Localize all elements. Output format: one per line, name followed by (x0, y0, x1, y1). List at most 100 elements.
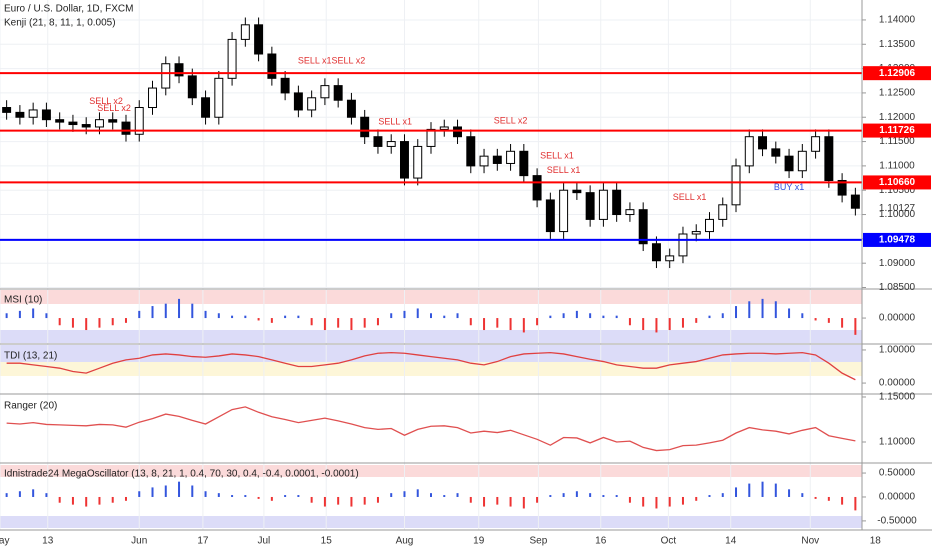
y-tick-label: 1.11000 (879, 161, 915, 172)
histogram-bar (655, 318, 658, 333)
histogram-bar (111, 496, 114, 503)
candle-body (161, 63, 171, 89)
candle-body (612, 189, 622, 216)
histogram-bar (827, 496, 830, 501)
histogram-bar (337, 318, 340, 328)
x-tick-label: 17 (197, 536, 209, 547)
msi-upper-band (0, 290, 862, 304)
histogram-bar (310, 496, 313, 503)
chart-title: Euro / U.S. Dollar, 1D, FXCM (4, 4, 133, 15)
level-tag (863, 175, 931, 190)
candle-body (28, 109, 38, 118)
histogram-bar (71, 318, 74, 328)
signal-label: SELL x2 (97, 103, 131, 113)
indicator-title: Kenji (21, 8, 11, 1, 0.005) (4, 18, 116, 29)
histogram-bar (151, 306, 154, 319)
histogram-bar (562, 313, 565, 319)
histogram-bar (774, 301, 777, 319)
candle-body (148, 87, 157, 109)
histogram-bar (801, 313, 804, 319)
candle-body (201, 97, 211, 118)
osc-upper-band (0, 465, 862, 477)
histogram-bar (628, 318, 631, 326)
candle-body (293, 92, 303, 111)
y-tick-label: 1.10000 (879, 437, 916, 448)
signal-label: SELL x1 (547, 165, 581, 175)
candle-body (784, 155, 794, 172)
histogram-bar (350, 318, 353, 331)
histogram-bar (456, 313, 459, 319)
candle-body (585, 192, 595, 220)
candle-body (758, 136, 768, 150)
candle-body (187, 75, 197, 99)
y-tick-label: 0.50000 (879, 468, 916, 479)
histogram-bar (735, 306, 738, 319)
histogram-bar (695, 496, 698, 501)
level-tag (863, 232, 931, 247)
histogram-bar (85, 318, 88, 331)
histogram-bar (562, 493, 565, 497)
histogram-bar (721, 313, 724, 319)
histogram-bar (814, 496, 817, 499)
candle-body (466, 136, 476, 167)
candle-body (214, 77, 224, 118)
histogram-bar (483, 496, 486, 507)
candle-body (837, 179, 847, 196)
histogram-bar (297, 495, 300, 497)
candle-body (506, 150, 516, 164)
candle-body (267, 53, 277, 79)
x-tick-label: 14 (725, 536, 737, 547)
histogram-bar (443, 315, 446, 319)
candle-body (559, 189, 569, 233)
level-tag (863, 66, 931, 81)
histogram-bar (575, 491, 578, 497)
histogram-bar (231, 495, 234, 497)
last-price-label: 1.10127 (879, 203, 916, 214)
histogram-bar (761, 481, 764, 497)
candle-body (731, 165, 741, 206)
histogram-bar (217, 313, 220, 319)
msi-lower-band (0, 330, 862, 343)
candle-body (426, 128, 436, 147)
candle-body (691, 231, 701, 235)
y-tick-label: 1.11500 (879, 136, 915, 147)
histogram-bar (854, 318, 857, 335)
histogram-bar (695, 318, 698, 323)
histogram-bar (244, 495, 247, 497)
candle-body (346, 99, 356, 118)
histogram-bar (85, 496, 88, 507)
y-tick-label: 1.12000 (879, 112, 916, 123)
histogram-bar (376, 318, 379, 326)
histogram-bar (801, 493, 804, 497)
level-label: 1.11726 (879, 125, 915, 136)
histogram-bar (575, 310, 578, 319)
signal-label: SELL x2 (89, 96, 123, 106)
histogram-bar (284, 315, 287, 319)
histogram-bar (138, 491, 141, 497)
candle-body (625, 209, 635, 216)
x-tick-label: Jul (258, 536, 271, 547)
histogram-bar (854, 496, 857, 511)
histogram-bar (509, 496, 512, 507)
histogram-bar (390, 313, 393, 319)
histogram-bar (337, 496, 340, 505)
pane-title: TDI (13, 21) (4, 351, 57, 362)
x-tick-label: 13 (42, 536, 54, 547)
histogram-bar (58, 318, 61, 326)
histogram-bar (788, 308, 791, 319)
candle-body (519, 150, 529, 177)
x-tick-label: Aug (396, 536, 414, 547)
candle-body (638, 209, 648, 245)
candle-body (320, 85, 330, 99)
candle-body (174, 63, 184, 77)
candle-body (227, 38, 237, 79)
histogram-bar (32, 308, 35, 319)
candle-body (94, 119, 104, 128)
candle-body (771, 148, 781, 157)
candle-body (492, 155, 502, 164)
tdi-upper-band (0, 345, 862, 362)
candle-body (413, 145, 423, 179)
histogram-bar (655, 496, 658, 509)
candle-body (811, 136, 821, 152)
